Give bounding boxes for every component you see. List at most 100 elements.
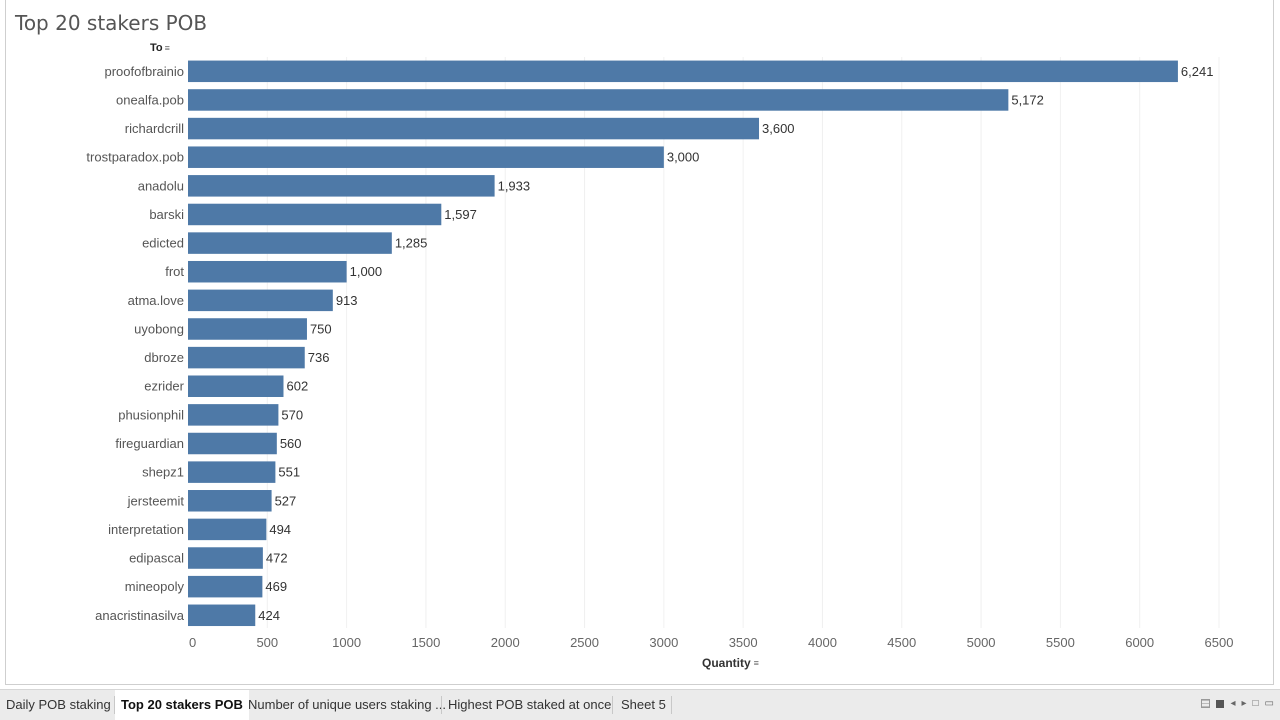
- bar-chart: proofofbrainio 6,241 onealfa.pob 5,172 richa…: [86, 57, 1234, 650]
- bar[interactable]: [188, 432, 277, 455]
- value-label: 736: [308, 350, 330, 365]
- category-label: onealfa.pob: [116, 92, 184, 107]
- x-tick-label: 3500: [729, 635, 758, 650]
- x-tick-label: 5500: [1046, 635, 1075, 650]
- x-tick-label: 4000: [808, 635, 837, 650]
- bar[interactable]: [188, 60, 1178, 83]
- value-label: 560: [280, 436, 302, 451]
- sheet-navigation-controls: ◂ ▸ □ ▭: [1201, 698, 1274, 709]
- value-label: 6,241: [1181, 64, 1214, 79]
- value-label: 527: [275, 493, 297, 508]
- fit-view-icon[interactable]: □: [1252, 698, 1259, 709]
- bar[interactable]: [188, 232, 392, 254]
- category-label: anadolu: [138, 178, 184, 193]
- tab-sheet-5[interactable]: Sheet 5: [621, 697, 666, 712]
- category-label: richardcrill: [125, 121, 184, 136]
- value-label: 913: [336, 293, 358, 308]
- x-tick-label: 1000: [332, 635, 361, 650]
- bar[interactable]: [188, 175, 495, 197]
- sheet-title: Top 20 stakers POB: [15, 11, 208, 35]
- category-label: barski: [149, 207, 184, 222]
- bar[interactable]: [188, 203, 442, 226]
- column-header-quantity[interactable]: Quantity ≡: [702, 656, 759, 670]
- bar[interactable]: [188, 375, 284, 397]
- row-header-to[interactable]: To ≡: [150, 42, 170, 54]
- bar[interactable]: [188, 518, 267, 541]
- value-label: 1,933: [498, 178, 531, 193]
- bar[interactable]: [188, 547, 263, 569]
- category-label: proofofbrainio: [105, 64, 185, 79]
- value-label: 494: [269, 522, 291, 537]
- value-label: 424: [258, 608, 280, 623]
- bar[interactable]: [188, 289, 333, 312]
- tab-daily-pob-staking[interactable]: Daily POB staking: [6, 697, 111, 712]
- category-label: frot: [165, 264, 184, 279]
- bar[interactable]: [188, 604, 256, 627]
- x-tick-label: 6000: [1125, 635, 1154, 650]
- value-label: 3,000: [667, 150, 700, 165]
- sheet-tab-bar: Daily POB staking Top 20 stakers POB Num…: [0, 689, 1280, 720]
- bar[interactable]: [188, 575, 263, 598]
- bar[interactable]: [188, 117, 760, 140]
- bar[interactable]: [188, 260, 347, 283]
- x-tick-label: 3000: [649, 635, 678, 650]
- bar[interactable]: [188, 346, 305, 369]
- tab-separator: [441, 696, 442, 714]
- sort-icon[interactable]: ≡: [164, 42, 170, 53]
- value-label: 1,597: [444, 207, 477, 222]
- value-label: 551: [278, 465, 300, 480]
- tab-top-20-stakers-pob[interactable]: Top 20 stakers POB: [115, 690, 249, 720]
- bar[interactable]: [188, 490, 272, 512]
- value-label: 472: [266, 551, 288, 566]
- category-label: ezrider: [144, 379, 184, 394]
- value-label: 1,000: [350, 264, 383, 279]
- x-tick-label: 0: [189, 635, 196, 650]
- sheet-sorter-icon[interactable]: [1201, 699, 1211, 708]
- category-label: dbroze: [144, 350, 184, 365]
- worksheet-frame: [5, 0, 1274, 685]
- bar[interactable]: [188, 461, 276, 483]
- value-label: 5,172: [1011, 92, 1044, 107]
- next-sheet-icon[interactable]: ▸: [1241, 698, 1247, 709]
- x-tick-label: 500: [256, 635, 278, 650]
- category-label: uyobong: [134, 321, 184, 336]
- bar[interactable]: [188, 146, 664, 168]
- x-tick-label: 2000: [491, 635, 520, 650]
- x-tick-label: 2500: [570, 635, 599, 650]
- category-label: fireguardian: [115, 436, 184, 451]
- value-label: 602: [286, 379, 308, 394]
- tab-separator: [114, 696, 115, 714]
- x-tick-label: 1500: [411, 635, 440, 650]
- tab-separator: [612, 696, 613, 714]
- category-label: mineopoly: [125, 579, 185, 594]
- category-label: edipascal: [129, 551, 184, 566]
- category-label: atma.love: [128, 293, 184, 308]
- category-label: interpretation: [108, 522, 184, 537]
- value-label: 1,285: [395, 236, 428, 251]
- bar[interactable]: [188, 318, 307, 340]
- x-tick-label: 6500: [1205, 635, 1234, 650]
- value-label: 750: [310, 321, 332, 336]
- prev-sheet-icon[interactable]: ◂: [1230, 698, 1236, 709]
- category-label: phusionphil: [118, 407, 184, 422]
- column-header-label: Quantity: [702, 656, 751, 670]
- x-tick-label: 5000: [967, 635, 996, 650]
- value-label: 3,600: [762, 121, 795, 136]
- present-icon[interactable]: ▭: [1264, 698, 1274, 709]
- bar[interactable]: [188, 404, 279, 426]
- filmstrip-icon[interactable]: [1216, 699, 1225, 708]
- sort-icon[interactable]: ≡: [753, 657, 759, 668]
- category-label: anacristinasilva: [95, 608, 185, 623]
- tab-separator: [671, 696, 672, 714]
- value-label: 570: [281, 407, 303, 422]
- bar[interactable]: [188, 89, 1009, 111]
- row-header-label: To: [150, 42, 163, 54]
- category-label: edicted: [142, 236, 184, 251]
- value-label: 469: [265, 579, 287, 594]
- category-label: shepz1: [142, 465, 184, 480]
- category-label: trostparadox.pob: [86, 150, 184, 165]
- x-tick-label: 4500: [887, 635, 916, 650]
- category-label: jersteemit: [127, 493, 185, 508]
- tab-highest-pob-staked[interactable]: Highest POB staked at once: [448, 697, 612, 712]
- tab-number-of-unique-users[interactable]: Number of unique users staking ...: [248, 697, 446, 712]
